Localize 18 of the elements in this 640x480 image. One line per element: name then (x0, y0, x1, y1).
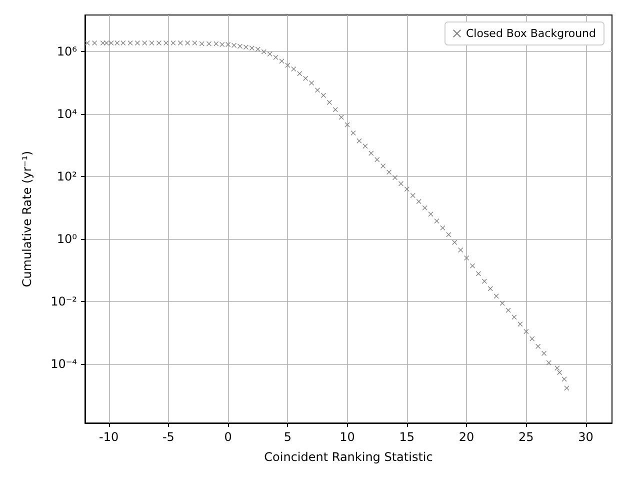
y-tick-label: 10⁴ (56, 107, 78, 122)
y-tick-label: 10⁰ (56, 232, 78, 246)
y-tick-label: 10² (56, 170, 78, 184)
x-tick-label: 20 (458, 430, 474, 444)
x-tick-label: 0 (224, 430, 232, 444)
x-tick-label: 15 (399, 430, 415, 444)
x-axis-title: Coincident Ranking Statistic (264, 450, 433, 464)
x-tick-label: 30 (578, 430, 594, 444)
y-tick-label: 10⁻² (50, 294, 78, 309)
x-tick-label: -10 (99, 430, 119, 444)
legend-label: Closed Box Background (466, 27, 596, 40)
y-tick-label: 10⁻⁴ (50, 357, 78, 372)
y-tick-label: 10⁶ (56, 44, 78, 59)
x-tick-label: -5 (162, 430, 174, 444)
x-tick-label: 5 (284, 430, 292, 444)
x-tick-label: 25 (518, 430, 534, 444)
y-axis-title: Cumulative Rate (yr⁻¹) (20, 150, 34, 288)
x-tick-label: 10 (340, 430, 355, 444)
